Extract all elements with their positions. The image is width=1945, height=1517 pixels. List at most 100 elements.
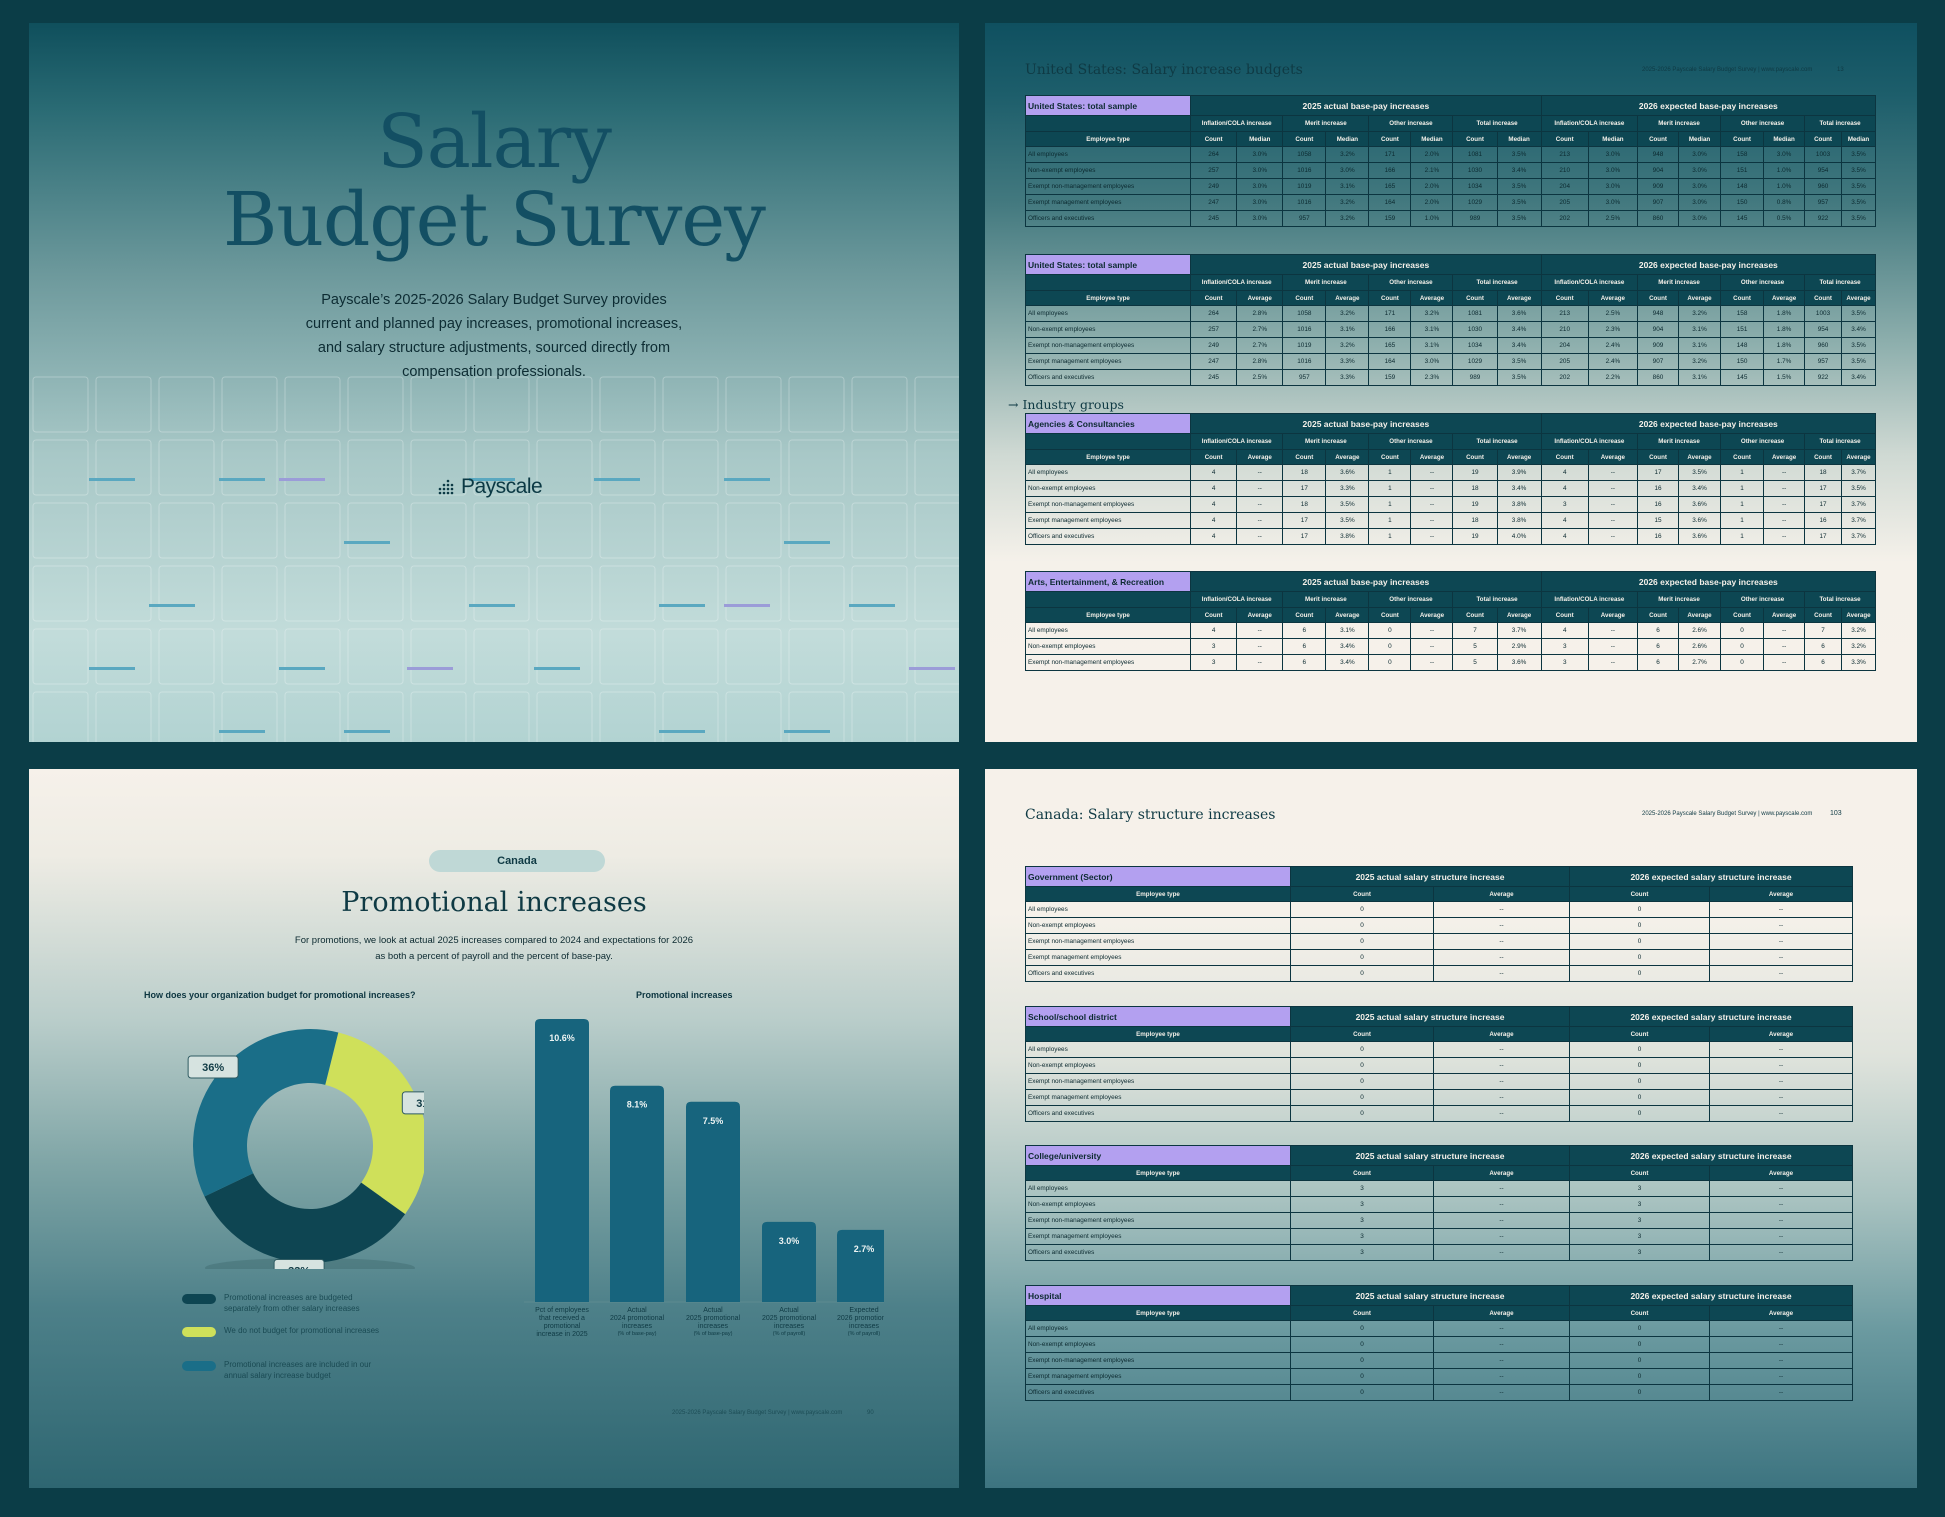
table-cell: 0 [1290, 1368, 1434, 1385]
category-unit: (% of payroll) [848, 1331, 881, 1337]
table-cell: 3.0% [1587, 194, 1639, 211]
employee-type-header: Employee type [1024, 290, 1192, 306]
donut-slice [204, 1173, 406, 1263]
table-cell: 1034 [1452, 337, 1498, 354]
header-2025: 2025 actual base-pay increases [1190, 571, 1542, 592]
row-label: Non-exempt employees [1025, 1196, 1291, 1213]
table-cell: -- [1708, 1073, 1854, 1090]
table-cell: 148 [1720, 178, 1765, 195]
table-cell: 3 [1290, 1212, 1434, 1229]
table-cell: 3.4% [1840, 321, 1877, 338]
table-cell: 922 [1804, 210, 1842, 227]
legend-label: We do not budget for promotional increas… [224, 1326, 380, 1335]
table-cell: 3.2% [1325, 210, 1370, 227]
table-cell: -- [1587, 528, 1639, 545]
table-cell: 3.7% [1840, 512, 1877, 529]
bar [535, 1019, 589, 1302]
count-header: Count [1569, 886, 1710, 902]
grid-tile [158, 502, 215, 559]
table-group-tag: Agencies & Consultancies [1024, 413, 1192, 434]
sub-header: Total increase [1452, 433, 1542, 450]
sub-header: Other increase [1368, 433, 1454, 450]
table-cell: 3.1% [1325, 321, 1370, 338]
table-cell: 6 [1282, 638, 1327, 655]
count-header: Count [1637, 607, 1679, 623]
accent-dash [219, 478, 265, 481]
table-cell: 3.0% [1236, 146, 1284, 163]
table-cell: 4 [1540, 528, 1589, 545]
table-cell: 158 [1720, 305, 1765, 322]
table-cell: -- [1708, 1057, 1854, 1074]
table-cell: 5 [1452, 638, 1498, 655]
table-cell: 3.0% [1587, 146, 1639, 163]
donut-value-label: 31% [401, 1091, 424, 1115]
grid-tile [599, 565, 656, 622]
stat-header: Average [1236, 449, 1284, 465]
table-cell: 960 [1804, 337, 1842, 354]
table-cell: 3.5% [1840, 480, 1877, 497]
table-cell: 3.2% [1325, 337, 1370, 354]
stat-header: Median [1677, 131, 1722, 147]
stat-header: Average [1677, 607, 1722, 623]
table-cell: 3.1% [1325, 622, 1370, 639]
header-2026: 2026 expected base-pay increases [1540, 413, 1877, 434]
stat-header: Average [1763, 607, 1806, 623]
sub-header: Inflation/COLA increase [1540, 591, 1639, 608]
table-cell: 0 [1290, 1089, 1434, 1106]
table-cell: 0 [1290, 1352, 1434, 1369]
grid-tile [347, 439, 404, 496]
stat-header: Median [1763, 131, 1806, 147]
bar [610, 1085, 664, 1302]
category-label: increases [774, 1323, 804, 1330]
stat-header: Average [1236, 290, 1284, 306]
sub-header: Other increase [1720, 274, 1806, 291]
table-row: Officers and executives 0 -- 0 -- [1025, 1384, 1854, 1401]
table-cell: 1 [1720, 496, 1765, 513]
table-cell: 249 [1190, 178, 1238, 195]
tile-grid-decoration [32, 376, 959, 742]
table-cell: -- [1433, 1228, 1570, 1245]
page-title: Canada: Salary structure increases [1025, 807, 1276, 823]
grid-tile [851, 565, 908, 622]
table-cell: 3.0% [1677, 210, 1722, 227]
grid-tile [158, 691, 215, 742]
table-cell: -- [1433, 1196, 1570, 1213]
table-cell: 4 [1540, 512, 1589, 529]
count-header: Count [1368, 290, 1412, 306]
table-cell: 0.5% [1763, 210, 1806, 227]
accent-dash [407, 667, 453, 670]
bar [837, 1229, 884, 1302]
employee-type-header: Employee type [1024, 607, 1192, 623]
stat-header: Average [1410, 449, 1454, 465]
grid-tile [914, 628, 959, 685]
table-cell: 16 [1637, 496, 1679, 513]
grid-tile [32, 376, 89, 433]
table-cell: 3.5% [1840, 146, 1877, 163]
table-cell: 1 [1368, 496, 1412, 513]
table-cell: -- [1433, 1336, 1570, 1353]
table-cell: 3.4% [1496, 321, 1542, 338]
table-cell: -- [1433, 1073, 1570, 1090]
table-cell: 0 [1569, 1057, 1710, 1074]
count-header: Count [1637, 131, 1679, 147]
grid-tile [851, 691, 908, 742]
table-cell: 907 [1637, 353, 1679, 370]
grid-tile [851, 376, 908, 433]
row-label: Exempt non-management employees [1024, 337, 1192, 354]
table-cell: 954 [1804, 321, 1842, 338]
accent-dash [469, 478, 515, 481]
grid-tile [788, 376, 845, 433]
accent-dash [909, 667, 955, 670]
table-cell: 3.0% [1325, 162, 1370, 179]
table-cell: 145 [1720, 369, 1765, 386]
count-header: Count [1282, 290, 1327, 306]
table-cell: 6 [1282, 654, 1327, 671]
table-cell: -- [1236, 496, 1284, 513]
bar [686, 1101, 740, 1302]
employee-type-header: Employee type [1024, 131, 1192, 147]
accent-dash [219, 730, 265, 733]
table-cell: 0 [1720, 654, 1765, 671]
grid-tile [32, 502, 89, 559]
row-label: Officers and executives [1025, 1105, 1291, 1122]
table-cell: 0 [1290, 1336, 1434, 1353]
